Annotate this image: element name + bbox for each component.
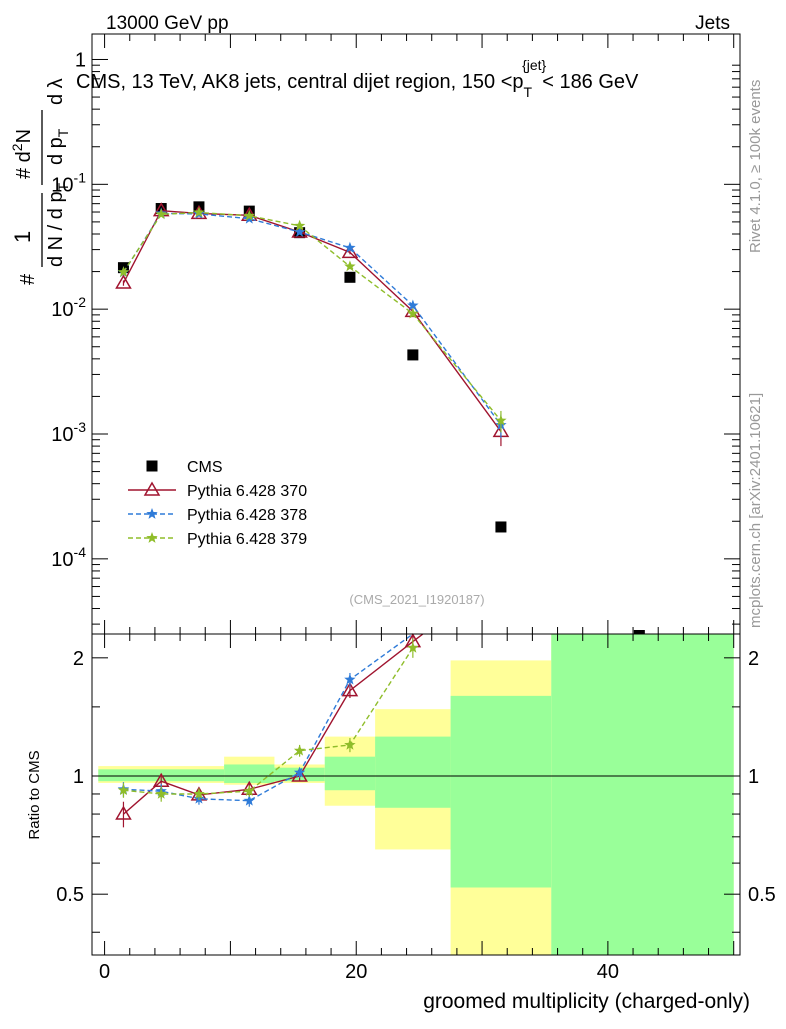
ratio-plot-lines: [115, 633, 424, 828]
main-ytick-label-0: 10-1: [51, 169, 86, 196]
ratio-ytick-label-2: 0.5: [56, 884, 84, 906]
ratio-pythia-6-428-379-point-2: [193, 788, 205, 799]
plot-frames: [91, 33, 741, 956]
legend-marker-3: [146, 532, 158, 543]
main-pythia-6-428-379-point-0: [117, 266, 130, 277]
xtick-label-1: 20: [345, 961, 367, 983]
svg-text:d N / d pT: d N / d pT: [45, 182, 71, 267]
svg-text:d λ: d λ: [45, 78, 67, 105]
main-ytick-label-top: 1: [75, 49, 86, 71]
ratio-plot-frame: [91, 633, 741, 956]
legend: CMS Pythia 6.428 370 Pythia 6.428 378 Pythi…: [128, 459, 307, 548]
main-ytick-label-3: 10-4: [51, 544, 86, 571]
ratio-ytick-label-right-0: 2: [748, 648, 759, 670]
xtick-label-2: 40: [597, 961, 619, 983]
main-ylabel: # 1 d N / d pT # d2N d pT d λ: [9, 78, 71, 285]
main-plot-title: CMS, 13 TeV, AK8 jets, central dijet reg…: [76, 57, 639, 100]
ratio-pythia-6-428-379-point-4: [293, 744, 306, 756]
main-pythia-6-428-379-point-7: [495, 414, 507, 426]
ratio-ytick-label-right-2: 0.5: [748, 884, 776, 906]
main-cms-point-5: [344, 271, 356, 283]
header-right-label: Jets: [695, 13, 730, 34]
main-pythia-6-428-379-point-6: [407, 307, 419, 319]
ratio-pythia-6-428-370-line: [123, 633, 424, 815]
svg-text:d pT: d pT: [45, 128, 71, 165]
main-pythia-6-428-378-point-6: [407, 299, 419, 311]
main-pythia-6-428-378-point-5: [344, 241, 356, 253]
legend-label-3: Pythia 6.428 379: [187, 531, 307, 548]
ratio-ytick-label-1: 1: [73, 766, 84, 788]
band-green-5: [450, 695, 552, 888]
ratio-ylabel: Ratio to CMS: [26, 750, 43, 839]
ratio-pythia-6-428-379-point-5: [344, 738, 356, 750]
ratio-pythia-6-428-370-point-5: [341, 682, 359, 697]
main-pythia-6-428-379-point-1: [155, 208, 167, 220]
ratio-ytick-label-0: 2: [73, 648, 84, 670]
main-cms-point-6: [407, 349, 419, 361]
x-axis-label: groomed multiplicity (charged-only): [423, 990, 750, 1013]
svg-text:# d2N: # d2N: [9, 129, 35, 179]
ratio-pythia-6-428-378-point-5: [344, 673, 356, 685]
main-ytick-label-2: 10-3: [51, 419, 86, 446]
rivet-version-label: Rivet 4.1.0, ≥ 100k events: [747, 80, 764, 253]
axis-ticks: 10-1 10-2 10-3 10-4 1 2 2 1 1 0.5 0.5 0 20 40: [51, 34, 776, 983]
mcplots-label: mcplots.cern.ch [arXiv:2401.10621]: [747, 393, 764, 628]
main-pythia-6-428-370-point-0: [115, 274, 132, 289]
legend-marker-1: [143, 481, 161, 496]
main-plot-lines: [115, 201, 645, 634]
main-cms-point-offscale: [633, 630, 645, 634]
ratio-pythia-6-428-378-point-3: [243, 794, 255, 806]
ratio-pythia-6-428-379-point-0: [117, 784, 130, 796]
svg-text:#: #: [17, 273, 39, 285]
band-green-3: [324, 756, 376, 791]
ratio-pythia-6-428-378-point-4: [293, 766, 306, 778]
band-green-6: [551, 634, 734, 955]
band-green-4: [375, 736, 451, 808]
svg-text:1: 1: [10, 231, 35, 243]
main-pythia-6-428-379-point-3: [243, 209, 255, 221]
main-ytick-label-1: 10-2: [51, 294, 86, 321]
legend-marker-0: [146, 460, 158, 472]
main-pythia-6-428-378-line: [122, 212, 502, 426]
legend-label-1: Pythia 6.428 370: [187, 483, 307, 500]
ratio-ytick-label-right-1: 1: [748, 766, 759, 788]
legend-label-0: CMS: [187, 459, 223, 476]
analysis-watermark: (CMS_2021_I1920187): [349, 592, 484, 607]
ratio-pythia-6-428-379-point-1: [155, 788, 167, 799]
ratio-pythia-6-428-379-point-3: [243, 785, 255, 796]
legend-marker-2: [146, 508, 158, 519]
main-cms-point-7: [495, 521, 507, 533]
xtick-label-0: 0: [99, 961, 110, 983]
main-pythia-6-428-378-point-4: [293, 226, 306, 237]
header-left-label: 13000 GeV pp: [106, 13, 229, 34]
main-pythia-6-428-370-line: [122, 209, 502, 432]
main-pythia-6-428-379-point-5: [344, 260, 356, 272]
legend-label-2: Pythia 6.428 378: [187, 507, 307, 524]
band-green-1: [224, 764, 275, 783]
ratio-pythia-6-428-370-point-0: [115, 805, 132, 820]
ratio-pythia-6-428-379-point-6: [407, 641, 419, 653]
main-pythia-6-428-379-point-2: [193, 206, 205, 218]
main-pythia-6-428-379-line: [122, 211, 502, 422]
ratio-uncertainty-bands: [92, 634, 740, 955]
main-pythia-6-428-379-point-4: [293, 219, 306, 231]
